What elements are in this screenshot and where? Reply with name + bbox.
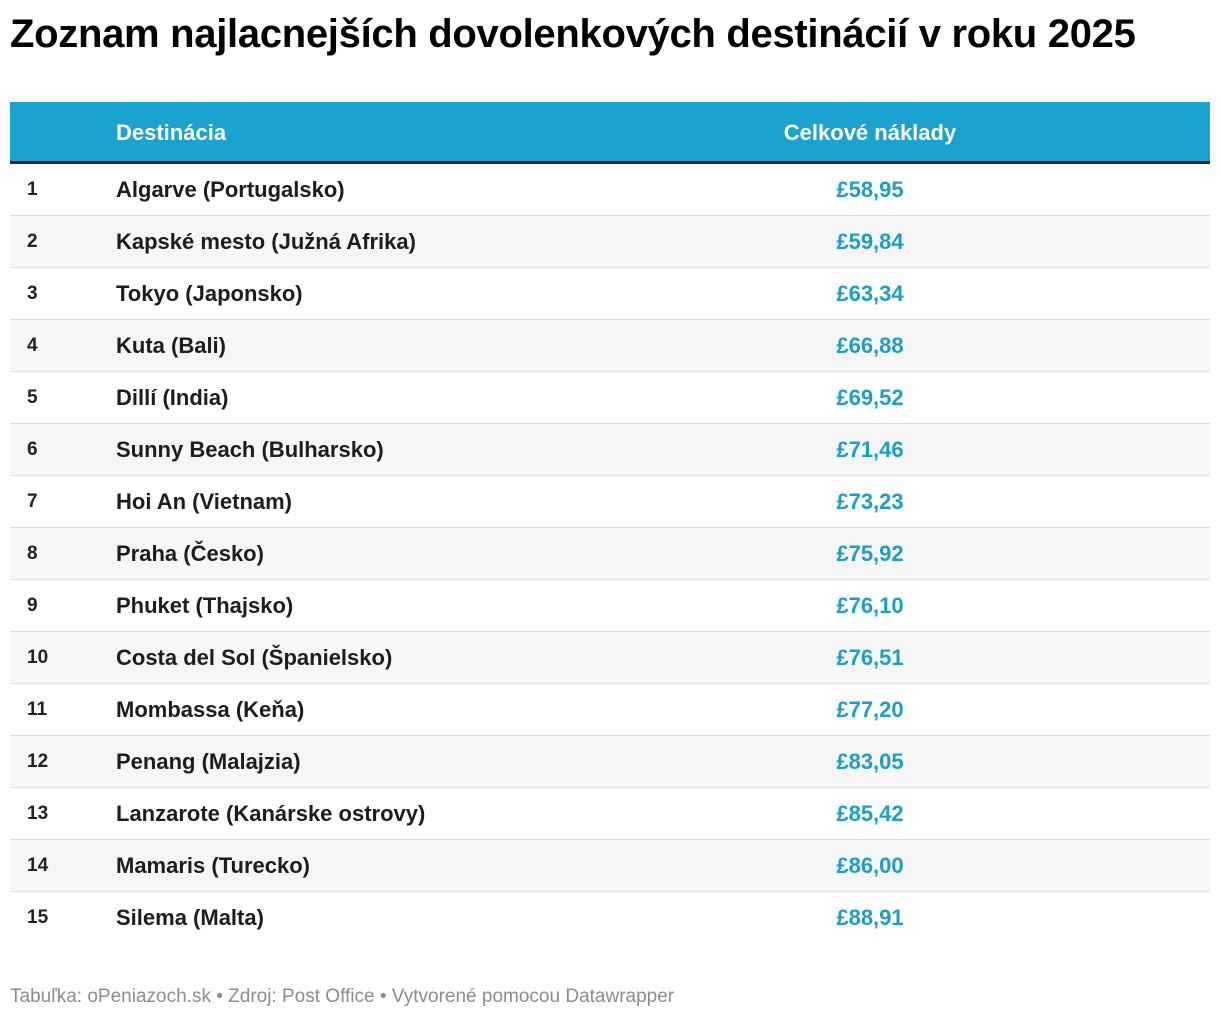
rank-cell: 7 [27,491,38,512]
table-row: 7 Hoi An (Vietnam) £73,23 [10,476,1210,528]
destination-cell: Kapské mesto (Južná Afrika) [116,229,416,254]
destination-cell: Phuket (Thajsko) [116,593,294,618]
source-footer: Tabuľka: oPeniazoch.sk • Zdroj: Post Off… [10,986,675,1007]
destination-cell: Costa del Sol (Španielsko) [116,645,393,670]
destination-cell: Penang (Malajzia) [116,749,301,774]
destinations-table: Destinácia Celkové náklady 1 Algarve (Por… [10,102,1210,944]
table-row: 1 Algarve (Portugalsko) £58,95 [10,164,1210,216]
rank-cell: 8 [27,543,38,564]
table-row: 14 Mamaris (Turecko) £86,00 [10,840,1210,892]
table-row: 9 Phuket (Thajsko) £76,10 [10,580,1210,632]
total-cost-cell: £76,51 [836,645,904,670]
rank-cell: 10 [27,647,49,668]
total-cost-cell: £88,91 [836,905,904,930]
table-row: 3 Tokyo (Japonsko) £63,34 [10,268,1210,320]
destination-cell: Algarve (Portugalsko) [116,177,345,202]
destination-cell: Hoi An (Vietnam) [116,489,293,514]
table-row: 12 Penang (Malajzia) £83,05 [10,736,1210,788]
column-header-destination: Destinácia [116,120,227,145]
rank-cell: 15 [27,907,49,928]
table-body: 1 Algarve (Portugalsko) £58,95 2 Kapské mest… [10,164,1210,944]
destination-cell: Mamaris (Turecko) [116,853,310,878]
rank-cell: 12 [27,751,49,772]
rank-cell: 6 [27,439,38,460]
rank-cell: 2 [27,231,38,252]
rank-cell: 3 [27,283,38,304]
table-header: Destinácia Celkové náklady [10,102,1210,164]
rank-cell: 13 [27,803,49,824]
destination-cell: Lanzarote (Kanárske ostrovy) [116,801,426,826]
destination-cell: Praha (Česko) [116,541,264,566]
table-row: 6 Sunny Beach (Bulharsko) £71,46 [10,424,1210,476]
destination-cell: Tokyo (Japonsko) [116,281,303,306]
table-row: 2 Kapské mesto (Južná Afrika) £59,84 [10,216,1210,268]
table-row: 8 Praha (Česko) £75,92 [10,528,1210,580]
table-row: 13 Lanzarote (Kanárske ostrovy) £85,42 [10,788,1210,840]
total-cost-cell: £59,84 [836,229,904,254]
total-cost-cell: £69,52 [836,385,904,410]
chart-title: Zoznam najlacnejších dovolenkových desti… [10,12,1136,56]
destination-cell: Silema (Malta) [116,905,264,930]
destination-cell: Sunny Beach (Bulharsko) [116,437,384,462]
rank-cell: 9 [27,595,38,616]
total-cost-cell: £73,23 [836,489,904,514]
rank-cell: 11 [27,699,48,720]
total-cost-cell: £58,95 [836,177,904,202]
total-cost-cell: £83,05 [836,749,904,774]
table-row: 15 Silema (Malta) £88,91 [10,892,1210,944]
total-cost-cell: £75,92 [836,541,904,566]
rank-cell: 1 [27,179,38,200]
destination-cell: Mombassa (Keňa) [116,697,305,722]
total-cost-cell: £86,00 [836,853,904,878]
rank-cell: 14 [27,855,49,876]
rank-cell: 4 [27,335,38,356]
total-cost-cell: £85,42 [836,801,904,826]
total-cost-cell: £63,34 [836,281,904,306]
destination-cell: Kuta (Bali) [116,333,226,358]
table-row: 10 Costa del Sol (Španielsko) £76,51 [10,632,1210,684]
table-row: 5 Dillí (India) £69,52 [10,372,1210,424]
total-cost-cell: £66,88 [836,333,904,358]
destination-cell: Dillí (India) [116,385,229,410]
table-row: 4 Kuta (Bali) £66,88 [10,320,1210,372]
total-cost-cell: £77,20 [836,697,904,722]
column-header-total-cost: Celkové náklady [783,120,957,145]
total-cost-cell: £71,46 [836,437,904,462]
table-row: 11 Mombassa (Keňa) £77,20 [10,684,1210,736]
total-cost-cell: £76,10 [836,593,904,618]
rank-cell: 5 [27,387,38,408]
